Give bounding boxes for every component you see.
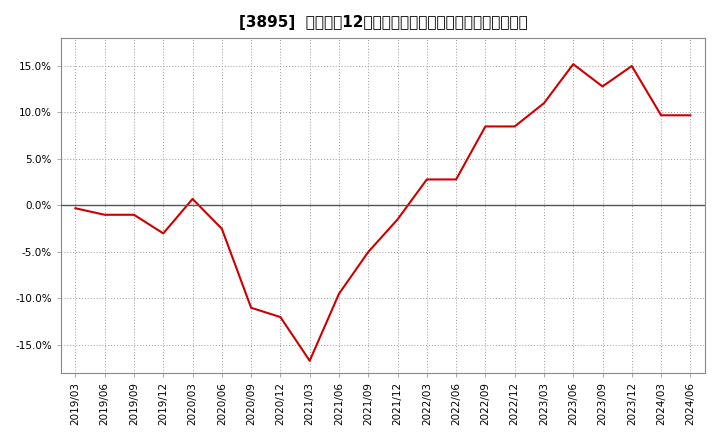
Title: [3895]  売上高の12か月移動合計の対前年同期増減率の推移: [3895] 売上高の12か月移動合計の対前年同期増減率の推移 <box>238 15 527 30</box>
